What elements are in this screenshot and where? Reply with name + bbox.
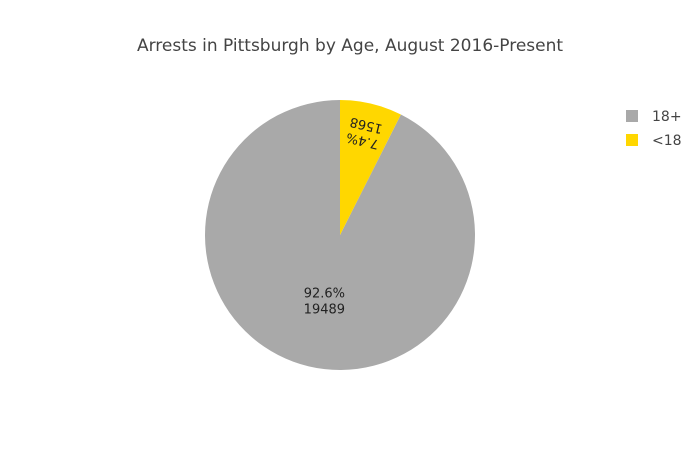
legend-label[interactable]: <18	[652, 133, 682, 149]
pie-slice-labels: 92.6%19489 7.4%1568	[304, 114, 384, 318]
pie-slice-minor	[340, 100, 401, 235]
legend-label[interactable]: 18+	[652, 109, 682, 125]
legend-swatch[interactable]	[626, 110, 638, 122]
slice-percent-label: 92.6%	[304, 287, 345, 302]
slice-label-group-adult: 92.6%19489	[304, 287, 345, 318]
legend-swatch[interactable]	[626, 134, 638, 146]
pie-slices	[205, 100, 476, 370]
legend: 18+ <18	[626, 109, 682, 149]
chart-title: Arrests in Pittsburgh by Age, August 201…	[137, 36, 563, 56]
slice-value-label: 19489	[304, 303, 345, 318]
slice-percent-label: 7.4%	[345, 129, 381, 151]
slice-value-label: 1568	[348, 114, 384, 136]
slice-label-group-minor: 7.4%1568	[345, 114, 384, 152]
